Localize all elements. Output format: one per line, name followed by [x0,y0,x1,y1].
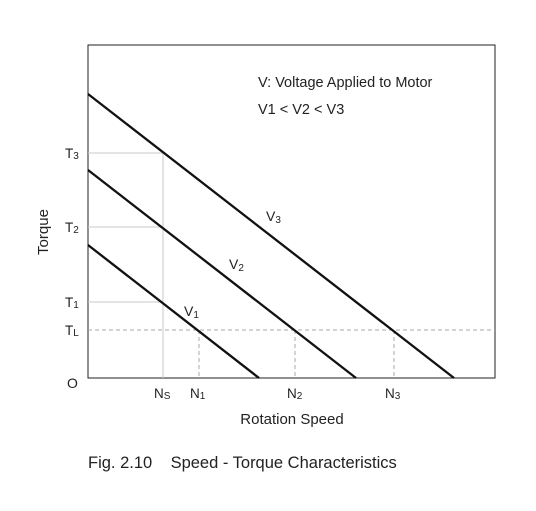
tick-n3-sub: 3 [395,391,401,402]
label-v2-sub: 2 [238,263,244,274]
caption-title: Speed - Torque Characteristics [170,454,397,472]
origin-label: O [67,375,78,391]
label-v2-main: V [229,256,239,272]
label-v2: V2 [229,256,244,274]
tick-t2-main: T [65,220,73,235]
tick-t3-main: T [65,146,73,161]
legend-line-1: V: Voltage Applied to Motor [258,75,433,91]
label-v1: V1 [184,303,199,321]
tick-ns: NS [154,386,171,402]
tick-tl-sub: L [73,328,79,339]
figure-caption: Fig. 2.10 Speed - Torque Characteristics [88,454,397,473]
guide-lines [88,152,164,378]
tick-t1-sub: 1 [73,300,79,311]
plot-frame [87,44,496,379]
x-axis-title: Rotation Speed [240,411,343,428]
tick-t3-sub: 3 [73,151,79,162]
tick-t1-main: T [65,295,73,310]
tick-t3: T3 [65,146,79,162]
label-v3-main: V [266,208,276,224]
tick-tl: TL [65,323,79,339]
tick-n3-main: N [385,386,395,401]
characteristic-lines [87,93,455,379]
label-v1-sub: 1 [193,310,199,321]
label-v3: V3 [266,208,281,226]
tick-ns-main: N [154,386,164,401]
caption-gap [152,454,170,472]
line-v3 [87,93,455,379]
tick-n2-main: N [287,386,297,401]
tick-t2: T2 [65,220,79,236]
tick-t2-sub: 2 [73,225,79,236]
tick-n2-sub: 2 [297,391,303,402]
line-v1 [87,244,260,379]
tick-n1-sub: 1 [200,391,206,402]
y-axis-title: Torque [35,209,52,255]
tick-t1: T1 [65,295,79,311]
tick-tl-main: T [65,323,73,338]
tick-n2: N2 [287,386,303,402]
legend-line-2: V1 < V2 < V3 [258,102,344,118]
tick-n1-main: N [190,386,200,401]
tick-n1: N1 [190,386,206,402]
tick-n3: N3 [385,386,401,402]
caption-fig: Fig. 2.10 [88,454,153,472]
label-v3-sub: 3 [275,215,281,226]
tick-ns-sub: S [164,391,171,402]
label-v1-main: V [184,303,194,319]
line-v2 [87,169,357,379]
dashed-guides [88,329,495,378]
